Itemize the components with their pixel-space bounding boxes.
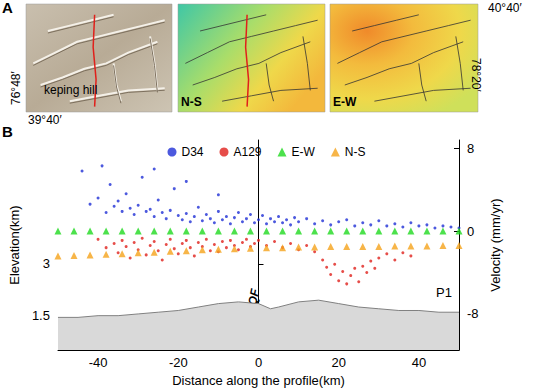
svg-text:0: 0 (255, 355, 262, 370)
svg-text:3: 3 (43, 256, 50, 271)
svg-text:E-W: E-W (333, 95, 357, 109)
svg-text:1.5: 1.5 (32, 308, 50, 323)
svg-text:A: A (2, 0, 13, 16)
svg-text:0: 0 (467, 224, 474, 239)
svg-text:P1: P1 (436, 285, 452, 300)
svg-text:-40: -40 (89, 355, 108, 370)
svg-text:Distance along the profile(km): Distance along the profile(km) (172, 373, 345, 388)
svg-text:N-S: N-S (181, 95, 202, 109)
svg-text:keping hill: keping hill (44, 83, 97, 97)
svg-text:78°20′: 78°20′ (469, 58, 483, 92)
svg-text:N-S: N-S (345, 145, 366, 159)
svg-text:39°40′: 39°40′ (28, 113, 62, 127)
svg-text:D34: D34 (181, 145, 203, 159)
svg-text:-8: -8 (467, 306, 479, 321)
svg-text:Elevation(km): Elevation(km) (7, 205, 22, 284)
svg-text:20: 20 (331, 355, 345, 370)
svg-text:E-W: E-W (292, 145, 316, 159)
svg-text:76°48′: 76°48′ (9, 71, 23, 105)
svg-text:-20: -20 (169, 355, 188, 370)
svg-text:40°40′: 40°40′ (488, 1, 522, 15)
svg-text:A129: A129 (233, 145, 261, 159)
svg-text:Velocity (mm/yr): Velocity (mm/yr) (488, 198, 503, 291)
svg-text:8: 8 (467, 141, 474, 156)
svg-text:40: 40 (412, 355, 426, 370)
svg-text:PQF: PQF (243, 287, 263, 315)
svg-text:B: B (2, 123, 13, 140)
